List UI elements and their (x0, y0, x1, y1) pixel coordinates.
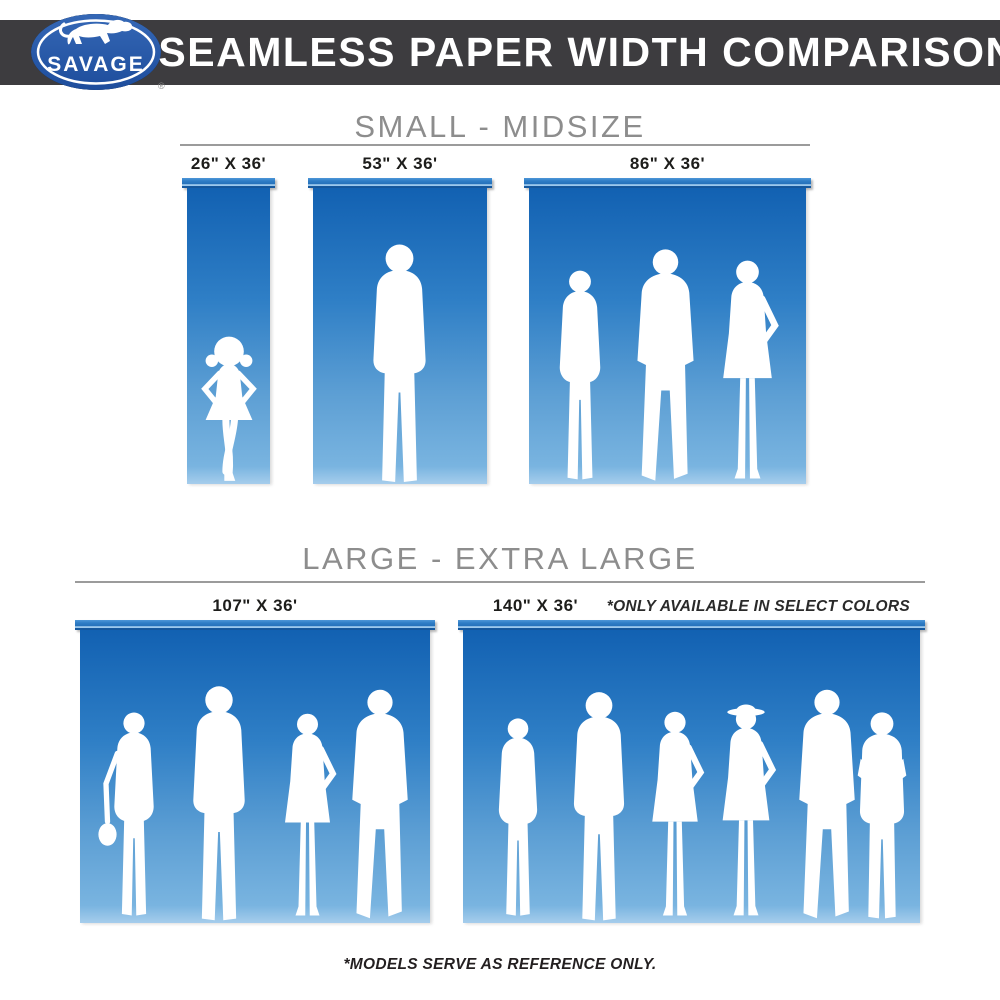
people-silhouettes (559, 249, 806, 484)
registered-mark: ® (158, 81, 165, 91)
woman-silhouette (498, 718, 538, 916)
paper-roll-bar (308, 178, 492, 188)
woman-silhouette (723, 261, 775, 479)
people-silhouettes (80, 686, 408, 921)
paper-sample-140 (463, 630, 920, 923)
man-silhouette (373, 244, 426, 483)
logo-text: SAVAGE (47, 53, 145, 76)
paper-roll-bar (458, 620, 925, 630)
section-divider-small-midsize (180, 144, 810, 146)
panel-group-107: 107" X 36' (75, 596, 435, 923)
size-label-row: 140" X 36' *ONLY AVAILABLE IN SELECT COL… (463, 596, 920, 616)
woman-silhouette (559, 270, 601, 480)
logo-oval (31, 14, 161, 90)
paper-sample-53 (313, 188, 487, 484)
panel-group-26: 26" X 36' (182, 154, 275, 484)
woman-silhouette (98, 713, 153, 916)
woman-silhouette (285, 714, 333, 916)
panther-icon (59, 19, 133, 45)
models-reference-note: *MODELS SERVE AS REFERENCE ONLY. (343, 956, 657, 973)
paper-sample-86 (529, 188, 806, 484)
paper-roll-bar (182, 178, 275, 188)
panel-group-86: 86" X 36' (524, 154, 811, 484)
section-title-large-xl: LARGE - EXTRA LARGE (302, 541, 698, 576)
header-bar: SAVAGE ® SEAMLESS PAPER WIDTH COMPARISON (0, 14, 1000, 91)
panel-group-140: 140" X 36' *ONLY AVAILABLE IN SELECT COL… (458, 596, 925, 923)
people-silhouettes (187, 188, 270, 484)
savage-logo: SAVAGE ® (31, 14, 165, 91)
paper-sample-107 (80, 630, 430, 923)
man-silhouette (352, 689, 408, 919)
size-label-140: 140" X 36' (492, 596, 579, 615)
woman-silhouette (652, 712, 700, 916)
section-divider-large-xl (75, 581, 925, 583)
girl-silhouette (205, 337, 253, 481)
size-label-86: 86" X 36' (629, 154, 706, 173)
man-silhouette (573, 692, 625, 921)
logo-ring (36, 19, 156, 85)
man-arms-crossed-silhouette (857, 712, 907, 919)
paper-roll-bar (75, 620, 435, 630)
man-silhouette (799, 689, 855, 919)
page-title: SEAMLESS PAPER WIDTH COMPARISON (158, 29, 1000, 75)
people-silhouettes (373, 244, 426, 483)
people-silhouettes (498, 689, 907, 921)
paper-sample-26 (187, 188, 270, 484)
size-label-53: 53" X 36' (362, 154, 438, 173)
man-silhouette (637, 249, 694, 481)
paper-roll-bar (524, 178, 811, 188)
section-title-small-midsize: SMALL - MIDSIZE (354, 109, 646, 144)
size-label-26: 26" X 36' (190, 154, 267, 173)
man-silhouette (193, 686, 245, 921)
select-colors-note: *ONLY AVAILABLE IN SELECT COLORS (606, 598, 910, 615)
panel-group-53: 53" X 36' (308, 154, 492, 484)
woman-hat-silhouette (723, 705, 773, 916)
size-label-107: 107" X 36' (212, 596, 298, 615)
